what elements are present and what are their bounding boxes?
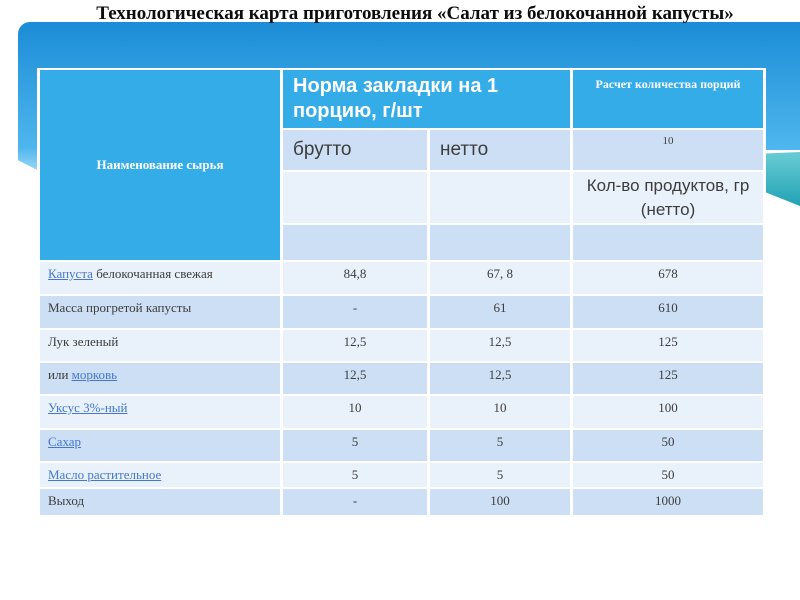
subheader-qty-netto: Кол-во продуктов, гр (нетто) — [570, 170, 767, 225]
ingredient-prefix: Выход — [48, 493, 85, 508]
subheader-netto: нетто — [426, 128, 574, 172]
table-row-sugar: Сахар 5 5 50 — [37, 428, 767, 463]
table-row-vegetable-oil: Масло растительное 5 5 50 — [37, 461, 767, 489]
table-row-carrot: или морковь 12,5 12,5 125 — [37, 361, 767, 396]
header-row-1: Наименование сырья Норма закладки на 1 п… — [37, 68, 767, 262]
total-value: 125 — [570, 361, 767, 396]
netto-value: 5 — [426, 428, 574, 463]
ingredient-name-cell: Сахар — [37, 428, 283, 463]
ingredient-link[interactable]: Капуста — [48, 266, 93, 281]
table-row-heated-cabbage-mass: Масса прогретой капусты - 61 610 — [37, 294, 767, 330]
portions-count: 10 — [570, 128, 767, 172]
slide-title: Технологическая карта приготовления «Сал… — [96, 3, 734, 24]
netto-value: 5 — [426, 461, 574, 489]
total-value: 50 — [570, 461, 767, 489]
band-right-fold-decoration — [762, 152, 800, 206]
brutto-value: - — [280, 294, 430, 330]
empty-cell — [570, 223, 767, 262]
ingredient-name-cell: Лук зеленый — [37, 328, 283, 363]
table-row-vinegar: Уксус 3%-ный 10 10 100 — [37, 394, 767, 430]
netto-value: 10 — [426, 394, 574, 430]
ingredient-name-cell: Уксус 3%-ный — [37, 394, 283, 430]
ingredient-prefix: Масса прогретой капусты — [48, 300, 192, 315]
brutto-value: 5 — [280, 428, 430, 463]
brutto-value: - — [280, 487, 430, 517]
ingredient-prefix: Лук зеленый — [48, 334, 119, 349]
netto-value: 12,5 — [426, 361, 574, 396]
ingredient-suffix: белокочанная свежая — [92, 266, 213, 281]
brutto-value: 5 — [280, 461, 430, 489]
total-value: 678 — [570, 260, 767, 296]
tech-card-table: Наименование сырья Норма закладки на 1 п… — [37, 68, 767, 517]
brutto-value: 84,8 — [280, 260, 430, 296]
total-value: 100 — [570, 394, 767, 430]
table-row-cabbage: Капуста белокочанная свежая 84,8 67, 8 6… — [37, 260, 767, 296]
netto-value: 67, 8 — [426, 260, 574, 296]
column-header-ingredient: Наименование сырья — [37, 68, 283, 262]
total-value: 50 — [570, 428, 767, 463]
ingredient-name-cell: или морковь — [37, 361, 283, 396]
ingredient-link[interactable]: Масло растительное — [48, 467, 162, 482]
ingredient-name-cell: Масса прогретой капусты — [37, 294, 283, 330]
ingredient-link[interactable]: морковь — [71, 367, 118, 382]
ingredient-link[interactable]: Уксус 3%-ный — [48, 400, 128, 415]
brutto-value: 12,5 — [280, 361, 430, 396]
total-value: 125 — [570, 328, 767, 363]
empty-cell — [426, 170, 574, 225]
ingredient-name-cell: Выход — [37, 487, 283, 517]
brutto-value: 12,5 — [280, 328, 430, 363]
band-left-flap-decoration — [18, 148, 37, 170]
total-value: 1000 — [570, 487, 767, 517]
netto-value: 12,5 — [426, 328, 574, 363]
column-header-portion-calc: Расчет количества порций — [570, 68, 767, 130]
empty-cell — [280, 223, 430, 262]
empty-cell — [280, 170, 430, 225]
subheader-brutto: брутто — [280, 128, 430, 172]
table-row-green-onion: Лук зеленый 12,5 12,5 125 — [37, 328, 767, 363]
ingredient-prefix: или — [48, 367, 72, 382]
column-header-norm-per-portion: Норма закладки на 1 порцию, г/шт — [279, 68, 574, 130]
netto-value: 100 — [426, 487, 574, 517]
ingredient-link[interactable]: Сахар — [48, 434, 82, 449]
ingredient-name-cell: Капуста белокочанная свежая — [37, 260, 283, 296]
header-row-3: Кол-во продуктов, гр (нетто) — [39, 170, 767, 225]
ingredient-name-cell: Масло растительное — [37, 461, 283, 489]
table-row-output: Выход - 100 1000 — [37, 487, 767, 517]
header-row-4-spacer — [39, 223, 767, 262]
netto-value: 61 — [426, 294, 574, 330]
empty-cell — [426, 223, 574, 262]
total-value: 610 — [570, 294, 767, 330]
header-row-2: брутто нетто 10 — [39, 128, 767, 172]
brutto-value: 10 — [280, 394, 430, 430]
